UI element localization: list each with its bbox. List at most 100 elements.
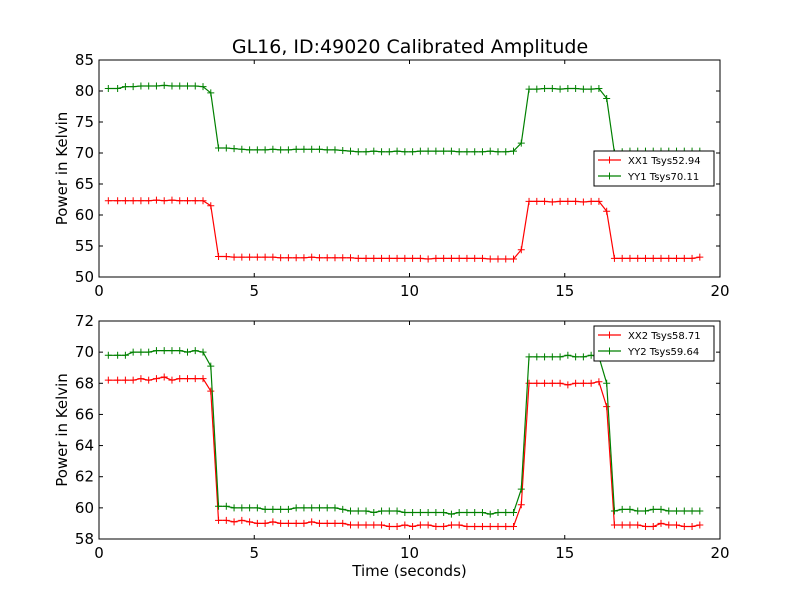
data-point	[393, 147, 401, 155]
data-point	[152, 375, 160, 383]
data-point	[541, 353, 549, 361]
data-point	[230, 518, 238, 526]
data-point	[277, 519, 285, 527]
data-point	[137, 348, 145, 356]
data-point	[385, 523, 393, 531]
data-point	[253, 253, 261, 261]
data-point	[440, 147, 448, 155]
data-point	[657, 519, 665, 527]
data-point	[641, 507, 649, 515]
data-point	[323, 519, 331, 527]
data-point	[579, 379, 587, 387]
data-point	[292, 519, 300, 527]
data-point	[401, 521, 409, 529]
data-point	[634, 254, 642, 262]
data-point	[455, 254, 463, 262]
data-point	[145, 376, 153, 384]
data-point	[129, 376, 137, 384]
data-point	[315, 504, 323, 512]
data-point	[409, 509, 417, 517]
data-point	[556, 353, 564, 361]
data-point	[104, 376, 112, 384]
x-tick-label: 0	[94, 544, 104, 562]
data-point	[160, 347, 168, 355]
data-point	[347, 507, 355, 515]
data-point	[253, 519, 261, 527]
data-point	[137, 82, 145, 90]
data-point	[207, 362, 215, 370]
data-point	[114, 197, 122, 205]
data-point	[680, 507, 688, 515]
data-point	[152, 82, 160, 90]
data-point	[603, 207, 611, 215]
y-tick-label: 50	[75, 268, 94, 286]
data-point	[354, 148, 362, 156]
data-point	[370, 521, 378, 529]
data-point	[541, 197, 549, 205]
data-point	[510, 509, 518, 517]
x-tick-label: 5	[249, 282, 259, 300]
data-point	[277, 146, 285, 154]
data-point	[261, 519, 269, 527]
data-point	[587, 351, 595, 359]
data-point	[129, 348, 137, 356]
data-point	[199, 348, 207, 356]
data-point	[447, 521, 455, 529]
data-point	[215, 516, 223, 524]
data-point	[618, 254, 626, 262]
data-point	[432, 254, 440, 262]
data-point	[269, 505, 277, 513]
y-axis-label: Power in Kelvin	[53, 373, 71, 487]
data-point	[556, 85, 564, 93]
data-point	[610, 507, 618, 515]
data-point	[183, 82, 191, 90]
data-point	[409, 523, 417, 531]
x-tick-label: 10	[400, 282, 419, 300]
data-point	[595, 85, 603, 93]
data-point	[347, 254, 355, 262]
data-point	[416, 521, 424, 529]
data-point	[517, 501, 525, 509]
data-point	[432, 523, 440, 531]
data-point	[564, 197, 572, 205]
data-point	[416, 147, 424, 155]
data-point	[199, 197, 207, 205]
data-point	[308, 518, 316, 526]
data-point	[533, 197, 541, 205]
data-point	[533, 85, 541, 93]
data-point	[300, 145, 308, 153]
y-tick-label: 72	[75, 312, 94, 330]
data-point	[339, 505, 347, 513]
data-point	[455, 521, 463, 529]
y-tick-label: 85	[75, 51, 94, 69]
data-point	[610, 254, 618, 262]
data-point	[556, 197, 564, 205]
data-point	[447, 147, 455, 155]
x-axis-label: Time (seconds)	[351, 562, 467, 580]
data-point	[494, 148, 502, 156]
data-point	[673, 254, 681, 262]
data-point	[463, 509, 471, 517]
data-point	[401, 509, 409, 517]
data-point	[696, 521, 704, 529]
data-point	[447, 510, 455, 518]
data-point	[463, 254, 471, 262]
data-point	[168, 196, 176, 204]
data-point	[579, 353, 587, 361]
data-point	[269, 145, 277, 153]
data-point	[222, 516, 230, 524]
data-point	[572, 379, 580, 387]
data-point	[339, 519, 347, 527]
data-point	[416, 254, 424, 262]
data-point	[183, 197, 191, 205]
data-point	[447, 254, 455, 262]
data-point	[323, 146, 331, 154]
data-point	[253, 504, 261, 512]
data-point	[292, 254, 300, 262]
y-tick-label: 68	[75, 374, 94, 392]
data-point	[207, 89, 215, 97]
data-point	[478, 523, 486, 531]
data-point	[626, 254, 634, 262]
data-point	[230, 504, 238, 512]
data-point	[277, 254, 285, 262]
